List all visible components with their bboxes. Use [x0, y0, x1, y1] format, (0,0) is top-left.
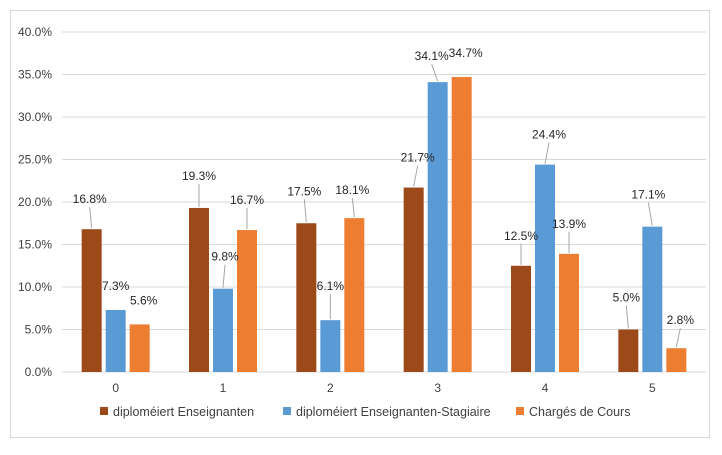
- bar-diplom-iert-enseignanten-1: [189, 207, 209, 372]
- y-tick-label: 5.0%: [25, 323, 53, 337]
- bar-diplom-iert-enseignanten-stagiaire-0: [105, 309, 126, 372]
- data-label-diplom-iert-enseignanten-stagiaire-3: 34.1%: [415, 49, 449, 63]
- x-tick-label: 5: [649, 381, 656, 395]
- data-label-charg-s-de-cours-1: 16.7%: [230, 193, 264, 207]
- bar-diplom-iert-enseignanten-stagiaire-2: [320, 320, 341, 372]
- data-label-diplom-iert-enseignanten-0: 16.8%: [73, 192, 107, 206]
- y-tick-label: 40.0%: [18, 25, 52, 39]
- leader-line: [544, 142, 550, 164]
- x-tick-label: 2: [327, 381, 334, 395]
- bar-diplom-iert-enseignanten-stagiaire-3: [427, 82, 448, 373]
- bar-diplom-iert-enseignanten-stagiaire-1: [213, 288, 233, 372]
- bar-charg-s-de-cours-5: [666, 348, 687, 372]
- legend-swatch: [100, 407, 108, 415]
- legend-label: diploméiert Enseignanten: [113, 405, 254, 419]
- leader-line: [351, 198, 355, 218]
- bars: [81, 77, 687, 373]
- y-tick-label: 25.0%: [18, 153, 52, 167]
- legend-item-charg-s-de-cours: Chargés de Cours: [516, 405, 630, 419]
- bar-diplom-iert-enseignanten-4: [511, 265, 531, 372]
- data-label-charg-s-de-cours-3: 34.7%: [449, 46, 483, 60]
- leader-line: [647, 202, 653, 226]
- data-label-diplom-iert-enseignanten-2: 17.5%: [287, 184, 321, 198]
- data-labels: 16.8% 19.3% 17.5% 21.7% 12.5% 5.0% 7.3% 9.8% 6.1…: [73, 46, 695, 327]
- bar-charg-s-de-cours-4: [559, 253, 579, 372]
- data-label-diplom-iert-enseignanten-5: 5.0%: [613, 291, 641, 305]
- bar-charg-s-de-cours-1: [237, 230, 257, 372]
- legend-label: Chargés de Cours: [529, 405, 630, 419]
- y-tick-label: 10.0%: [18, 280, 52, 294]
- legend: diploméiert Enseignanten diploméiert Ense…: [100, 405, 630, 419]
- x-axis: 0 1 2 3 4 5: [112, 381, 656, 395]
- leader-line: [431, 63, 439, 82]
- x-tick-label: 0: [112, 381, 119, 395]
- y-tick-label: 35.0%: [18, 68, 52, 82]
- y-tick-label: 0.0%: [25, 365, 53, 379]
- data-label-diplom-iert-enseignanten-stagiaire-2: 6.1%: [317, 279, 345, 293]
- legend-item-diplom-iert-enseignanten-stagiaire: diploméiert Enseignanten-Stagiaire: [283, 405, 491, 419]
- data-label-diplom-iert-enseignanten-stagiaire-0: 7.3%: [102, 279, 130, 293]
- x-tick-label: 3: [434, 381, 441, 395]
- y-tick-label: 20.0%: [18, 195, 52, 209]
- data-label-diplom-iert-enseignanten-stagiaire-5: 17.1%: [631, 188, 665, 202]
- x-tick-label: 4: [542, 381, 549, 395]
- data-label-diplom-iert-enseignanten-stagiaire-4: 24.4%: [532, 128, 566, 142]
- legend-item-diplom-iert-enseignanten: diploméiert Enseignanten: [100, 405, 254, 419]
- data-label-diplom-iert-enseignanten-4: 12.5%: [504, 229, 538, 243]
- legend-swatch: [516, 407, 524, 415]
- bar-diplom-iert-enseignanten-5: [618, 329, 639, 372]
- y-axis: 0.0% 5.0% 10.0% 15.0% 20.0% 25.0% 30.0% 35.0% 40…: [18, 25, 52, 379]
- legend-swatch: [283, 407, 291, 415]
- leader-line: [675, 328, 681, 348]
- leader-line: [303, 199, 307, 223]
- leader-line: [89, 207, 93, 229]
- data-label-charg-s-de-cours-2: 18.1%: [335, 183, 369, 197]
- leader-line: [222, 264, 226, 288]
- bar-charg-s-de-cours-2: [344, 218, 365, 372]
- bar-diplom-iert-enseignanten-stagiaire-5: [642, 226, 663, 372]
- data-label-diplom-iert-enseignanten-3: 21.7%: [401, 151, 435, 165]
- x-tick-label: 1: [220, 381, 227, 395]
- data-label-charg-s-de-cours-5: 2.8%: [667, 313, 695, 327]
- data-label-charg-s-de-cours-0: 5.6%: [130, 293, 158, 307]
- legend-label: diploméiert Enseignanten-Stagiaire: [296, 405, 491, 419]
- leader-line: [625, 305, 629, 329]
- gridlines: [62, 31, 706, 373]
- bar-diplom-iert-enseignanten-0: [81, 229, 102, 372]
- leader-line: [413, 165, 419, 187]
- label-leader-lines: [89, 63, 681, 348]
- bar-charg-s-de-cours-0: [129, 324, 150, 372]
- bar-diplom-iert-enseignanten-stagiaire-4: [535, 164, 555, 372]
- data-label-diplom-iert-enseignanten-1: 19.3%: [182, 169, 216, 183]
- bar-diplom-iert-enseignanten-2: [296, 223, 317, 372]
- bar-charg-s-de-cours-3: [451, 77, 472, 373]
- y-tick-label: 15.0%: [18, 238, 52, 252]
- data-label-charg-s-de-cours-4: 13.9%: [552, 217, 586, 231]
- data-label-diplom-iert-enseignanten-stagiaire-1: 9.8%: [211, 250, 239, 264]
- y-tick-label: 30.0%: [18, 110, 52, 124]
- bar-diplom-iert-enseignanten-3: [403, 187, 424, 372]
